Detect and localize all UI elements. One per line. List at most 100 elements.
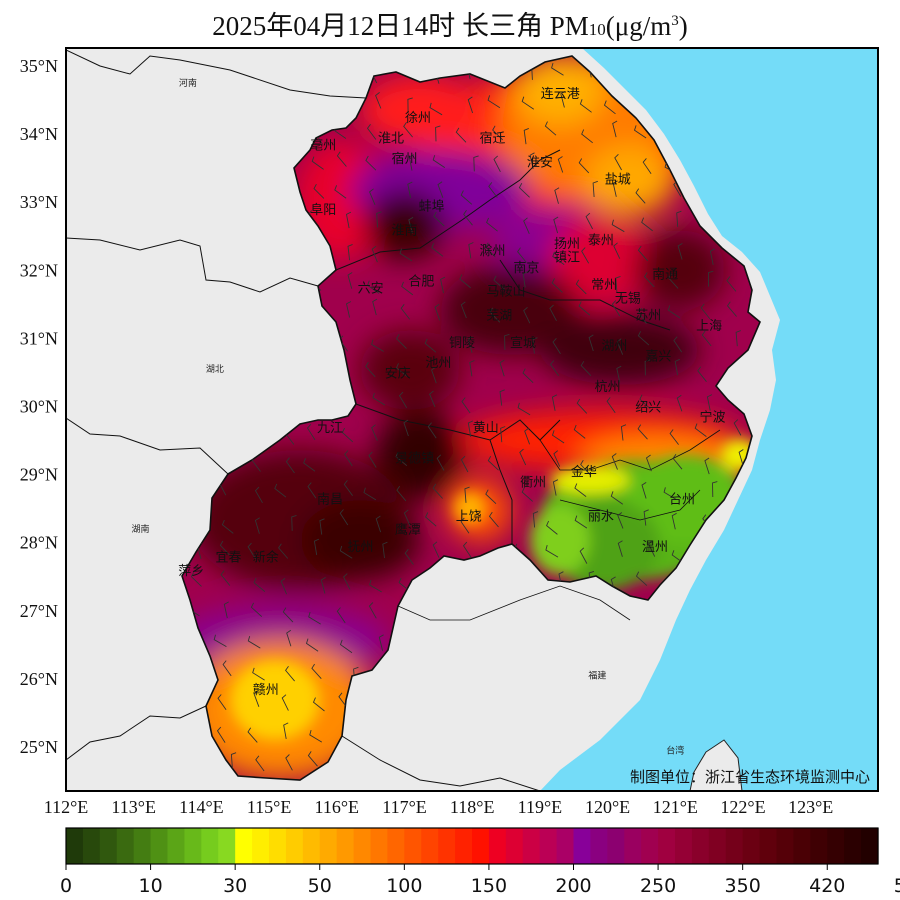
wind-barb: [460, 455, 469, 473]
wind-barb: [375, 92, 382, 109]
colorbar-bin: [99, 828, 118, 864]
wind-barb: [408, 216, 414, 234]
colorbar: [65, 827, 879, 865]
wind-barb: [493, 275, 505, 290]
city-label: 阜阳: [310, 202, 336, 218]
wind-barb: [488, 511, 499, 528]
wind-barb: [641, 482, 647, 499]
wind-barb: [612, 180, 618, 197]
wind-barb: [462, 541, 472, 558]
wind-barb: [371, 339, 384, 352]
wind-barb: [551, 62, 564, 76]
colorbar-bin: [167, 828, 186, 864]
wind-barb: [708, 270, 714, 287]
wind-barb: [372, 392, 386, 406]
wind-barb: [669, 429, 679, 445]
wind-barb: [676, 394, 683, 412]
wind-barb: [274, 483, 287, 498]
wind-barb: [283, 722, 289, 739]
wind-barb: [375, 515, 382, 533]
wind-barb: [281, 694, 289, 711]
longitude-labels: 112°E 113°E 114°E 115°E 116°E 117°E 118°E 119°E…: [44, 797, 834, 817]
wind-barb: [308, 611, 321, 625]
wind-barb: [701, 330, 712, 347]
wind-barb: [461, 397, 471, 414]
wind-barb: [336, 607, 346, 624]
city-label: 芜湖: [486, 309, 512, 324]
wind-barb: [544, 121, 557, 136]
wind-barb: [733, 419, 742, 436]
colorbar-tick-label: 150: [471, 875, 507, 897]
wind-barb: [311, 156, 324, 170]
title-subscript: 10: [588, 20, 606, 39]
city-label: 黄山: [473, 421, 499, 436]
wind-barb: [504, 333, 510, 350]
wind-barb: [557, 156, 564, 173]
wind-barb: [644, 359, 651, 376]
wind-barb: [278, 543, 289, 559]
wind-barb: [365, 155, 377, 171]
wind-barb: [517, 247, 527, 263]
wind-barb: [341, 427, 354, 443]
wind-barb: [489, 307, 501, 323]
city-label: 六安: [358, 281, 384, 296]
wind-barb: [637, 424, 648, 440]
wind-barb: [616, 365, 622, 383]
map-title: 2025年04月12日14时 长三角 PM10(μg/m3): [0, 4, 900, 43]
wind-barb: [639, 394, 651, 410]
title-unit-open: (μg/m: [605, 11, 672, 41]
wind-barb: [369, 188, 376, 205]
wind-barb: [378, 634, 384, 651]
city-label: 泰州: [588, 234, 614, 249]
wind-barb: [407, 181, 413, 199]
wind-barb: [648, 540, 656, 557]
colorbar-bin: [776, 828, 795, 864]
wind-barb: [672, 454, 683, 470]
colorbar-bin: [691, 828, 710, 864]
city-label: 新余: [253, 549, 279, 565]
wind-barb: [532, 511, 539, 528]
wind-barb: [460, 301, 467, 319]
wind-barb: [549, 304, 557, 322]
wind-barb: [554, 187, 560, 204]
city-label: 景德镇: [395, 452, 434, 467]
colorbar-bin: [861, 828, 879, 864]
city-label: 绍兴: [635, 401, 661, 416]
province-border-fujian: [397, 585, 631, 621]
wind-barb: [254, 517, 260, 534]
wind-barb: [220, 570, 231, 586]
colorbar-tick-label: 30: [223, 875, 247, 897]
colorbar-bin: [370, 828, 389, 864]
wind-barb: [459, 274, 471, 289]
wind-barb: [709, 248, 716, 265]
wind-barb: [312, 697, 325, 712]
colorbar-bin: [793, 828, 811, 864]
province-label: 湖南: [131, 523, 149, 535]
wind-barb: [436, 454, 445, 471]
wind-barb: [280, 577, 288, 595]
wind-barb: [247, 542, 256, 559]
wind-barb: [467, 96, 474, 114]
title-unit-close: ): [678, 11, 688, 41]
colorbar-bin: [201, 828, 219, 864]
lon-label: 121°E: [653, 797, 698, 817]
wind-barb: [401, 281, 414, 296]
wind-barb: [467, 420, 474, 437]
colorbar-bin: [573, 828, 592, 864]
lon-label: 123°E: [788, 797, 833, 817]
wind-barb: [585, 212, 593, 230]
city-label: 池州: [425, 356, 451, 371]
lon-label: 112°E: [44, 797, 89, 817]
wind-barb: [255, 755, 265, 772]
wind-barb: [309, 729, 323, 743]
wind-barb: [704, 457, 710, 475]
wind-barb: [726, 301, 737, 317]
taiwan-land: [689, 739, 743, 791]
city-label: 赣州: [253, 683, 279, 698]
wind-barb: [552, 479, 559, 496]
colorbar-bin: [116, 828, 135, 864]
wind-barb: [336, 151, 347, 167]
city-label: 嘉兴: [645, 349, 671, 364]
